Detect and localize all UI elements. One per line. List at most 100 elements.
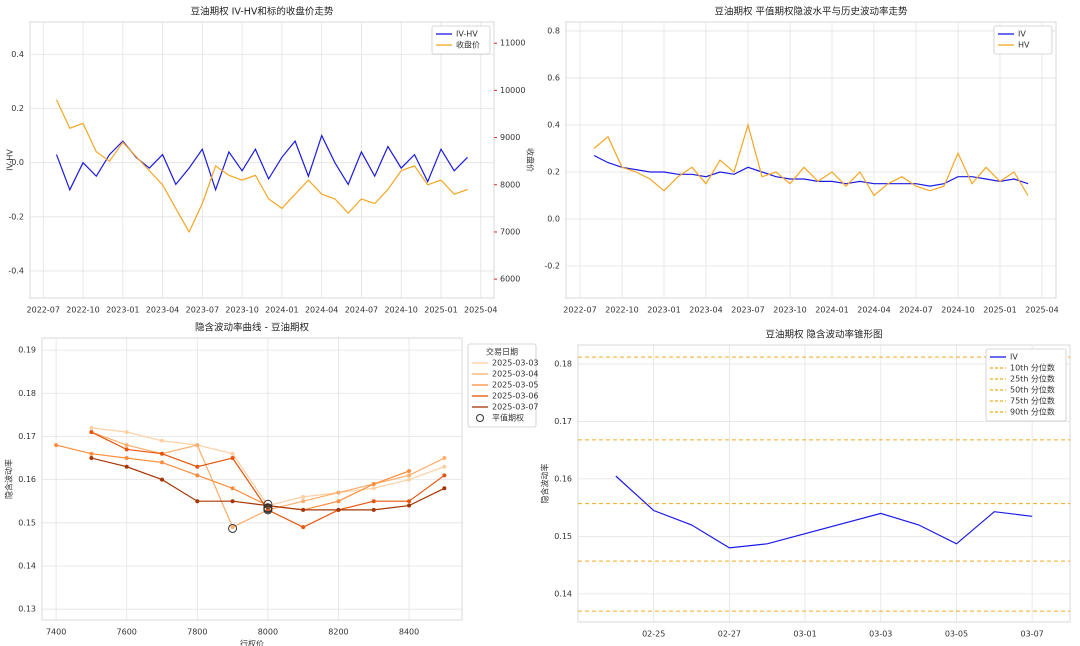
x-tick-label: 2025-04 — [464, 306, 497, 315]
x-tick-label: 2023-10 — [225, 306, 258, 315]
x-tick-label: 8000 — [258, 628, 278, 637]
chart-title: 隐含波动率曲线 - 豆油期权 — [195, 322, 309, 334]
x-tick-label: 2022-10 — [66, 306, 99, 315]
y-tick-label: 0.0 — [547, 215, 560, 224]
y-tick-label: -0.2 — [8, 212, 24, 221]
x-tick-label: 02-25 — [642, 630, 665, 639]
y-tick-label: 0.17 — [18, 432, 36, 441]
legend: 交易日期 2025-03-03 2025-03-04 2025-03-05 2025-0… — [467, 343, 539, 428]
plot-area — [29, 21, 495, 299]
legend-label: 2025-03-06 — [492, 392, 539, 401]
y2-tick-label: 11000 — [500, 39, 525, 48]
y-tick-label: 0.6 — [547, 73, 560, 82]
x-tick-label: 2024-07 — [899, 306, 932, 315]
x-tick-label: 2023-07 — [731, 306, 764, 315]
x-tick-label: 2024-07 — [345, 306, 378, 315]
legend-label: 50th 分位数 — [1010, 385, 1055, 395]
y-tick-label: 0.0 — [11, 158, 24, 167]
legend-label: 2025-03-05 — [492, 381, 539, 390]
atm-marker — [228, 523, 238, 533]
y-tick-label: 0.18 — [554, 359, 572, 368]
legend-label: 75th 分位数 — [1010, 396, 1055, 406]
legend-label: 90th 分位数 — [1010, 407, 1055, 417]
legend-box — [993, 25, 1053, 55]
series-line — [593, 122, 1029, 197]
x-tick-label: 2023-01 — [647, 306, 680, 315]
y2-tick-label: 9000 — [500, 133, 520, 142]
y-tick-label: 0.15 — [18, 518, 36, 527]
x-tick-label: 2023-01 — [106, 306, 139, 315]
x-tick-label: 2022-07 — [27, 306, 60, 315]
x-tick-label: 8200 — [328, 628, 348, 637]
plot-area — [577, 344, 1071, 623]
y-tick-label: 0.18 — [18, 389, 36, 398]
legend-box — [985, 348, 1067, 422]
y-tick-label: -0.2 — [544, 262, 560, 271]
y2-tick-label: 10000 — [500, 86, 525, 95]
y-axis-label: 隐含波动率 — [4, 459, 14, 499]
legend-label: 10th 分位数 — [1010, 363, 1055, 373]
legend-label: IV — [1010, 353, 1018, 362]
chart-title: 豆油期权 隐含波动率锥形图 — [765, 329, 882, 341]
series-line — [593, 154, 1029, 187]
y-tick-label: 0.15 — [554, 532, 572, 541]
x-tick-label: 2024-10 — [941, 306, 974, 315]
x-tick-label: 03-05 — [945, 630, 968, 639]
y-tick-label: 0.16 — [18, 475, 36, 484]
y-tick-label: 0.17 — [554, 417, 572, 426]
legend-title: 交易日期 — [486, 347, 518, 357]
y-tick-label: 0.2 — [11, 104, 24, 113]
atm-marker — [263, 505, 273, 515]
y-tick-label: 0.13 — [18, 605, 36, 614]
legend-label: 25th 分位数 — [1010, 374, 1055, 384]
plot-area — [565, 21, 1057, 299]
x-tick-label: 2025-01 — [424, 306, 457, 315]
x-tick-label: 2023-07 — [186, 306, 219, 315]
x-tick-label: 7400 — [46, 628, 66, 637]
y-tick-label: -0.4 — [8, 266, 24, 275]
legend-label: HV — [1018, 41, 1030, 50]
legend-label: 2025-03-03 — [492, 359, 539, 368]
legend-label: IV — [1018, 30, 1026, 39]
x-tick-label: 03-07 — [1021, 630, 1044, 639]
legend-label: IV-HV — [456, 30, 478, 39]
atm-marker — [263, 499, 273, 509]
y2-tick-label: 8000 — [500, 180, 520, 189]
x-tick-label: 2024-01 — [815, 306, 848, 315]
x-tick-label: 2023-04 — [689, 306, 722, 315]
x-tick-label: 2024-01 — [265, 306, 298, 315]
y-tick-label: 0.4 — [11, 50, 24, 59]
series-line — [91, 431, 445, 528]
legend-label: 2025-03-04 — [492, 370, 539, 379]
x-tick-label: 2024-04 — [305, 306, 338, 315]
x-tick-label: 2025-04 — [1025, 306, 1058, 315]
y-tick-label: 0.4 — [547, 120, 560, 129]
y-axis-label: 隐含波动率 — [540, 464, 550, 504]
y-tick-label: 0.19 — [18, 346, 36, 355]
y-tick-label: 0.14 — [554, 589, 572, 598]
x-tick-label: 8400 — [399, 628, 419, 637]
chart-title: 豆油期权 IV-HV和标的收盘价走势 — [191, 6, 334, 18]
x-tick-label: 7600 — [117, 628, 137, 637]
x-tick-label: 02-27 — [718, 630, 741, 639]
x-tick-label: 03-03 — [869, 630, 892, 639]
legend-label: 2025-03-07 — [492, 403, 539, 412]
x-tick-label: 2025-01 — [983, 306, 1016, 315]
x-tick-label: 7800 — [187, 628, 207, 637]
x-axis-label: 行权价 — [240, 639, 264, 646]
y2-tick-label: 6000 — [500, 275, 520, 284]
legend-box — [431, 25, 491, 55]
x-tick-label: 2023-04 — [146, 306, 179, 315]
legend-box — [467, 343, 537, 428]
y-tick-label: 0.16 — [554, 474, 572, 483]
x-tick-label: 03-01 — [793, 630, 816, 639]
x-tick-label: 2024-10 — [384, 306, 417, 315]
plot-area — [41, 337, 463, 621]
x-tick-label: 2024-04 — [857, 306, 890, 315]
legend-label: 平值期权 — [492, 413, 524, 423]
legend-marker — [476, 414, 484, 422]
x-tick-label: 2022-10 — [605, 306, 638, 315]
